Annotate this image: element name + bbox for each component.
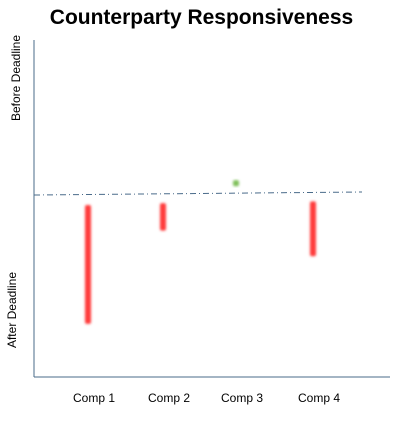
x-tick-label-comp-1: Comp 1 <box>73 391 115 405</box>
x-tick-label-comp-3: Comp 3 <box>221 391 263 405</box>
range-bar-comp-3 <box>233 180 239 186</box>
x-tick-label-comp-4: Comp 4 <box>298 391 340 405</box>
range-bar-comp-2 <box>160 203 166 230</box>
deadline-reference-line <box>34 192 362 195</box>
range-bar-comp-1 <box>85 205 91 324</box>
range-bar-comp-4 <box>310 201 316 256</box>
x-tick-label-comp-2: Comp 2 <box>148 391 190 405</box>
